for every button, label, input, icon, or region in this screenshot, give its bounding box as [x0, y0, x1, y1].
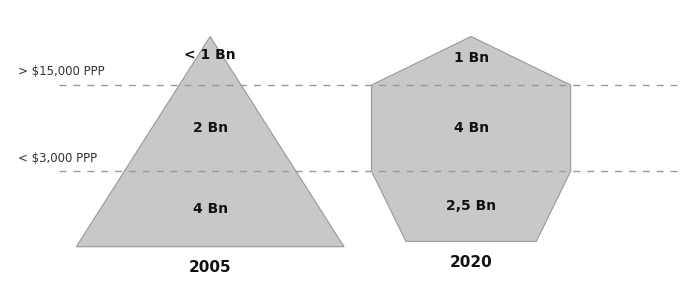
Text: 2 Bn: 2 Bn — [193, 121, 228, 135]
Text: 4 Bn: 4 Bn — [193, 202, 228, 216]
Text: < $3,000 PPP: < $3,000 PPP — [18, 151, 97, 164]
Text: 2005: 2005 — [189, 260, 231, 275]
Text: < 1 Bn: < 1 Bn — [184, 49, 236, 62]
Text: > $15,000 PPP: > $15,000 PPP — [18, 65, 104, 78]
Text: 4 Bn: 4 Bn — [454, 121, 489, 135]
Polygon shape — [76, 36, 344, 247]
Text: 2020: 2020 — [450, 255, 493, 270]
Text: 2,5 Bn: 2,5 Bn — [446, 199, 496, 213]
Polygon shape — [372, 36, 571, 241]
Text: 1 Bn: 1 Bn — [454, 51, 489, 65]
